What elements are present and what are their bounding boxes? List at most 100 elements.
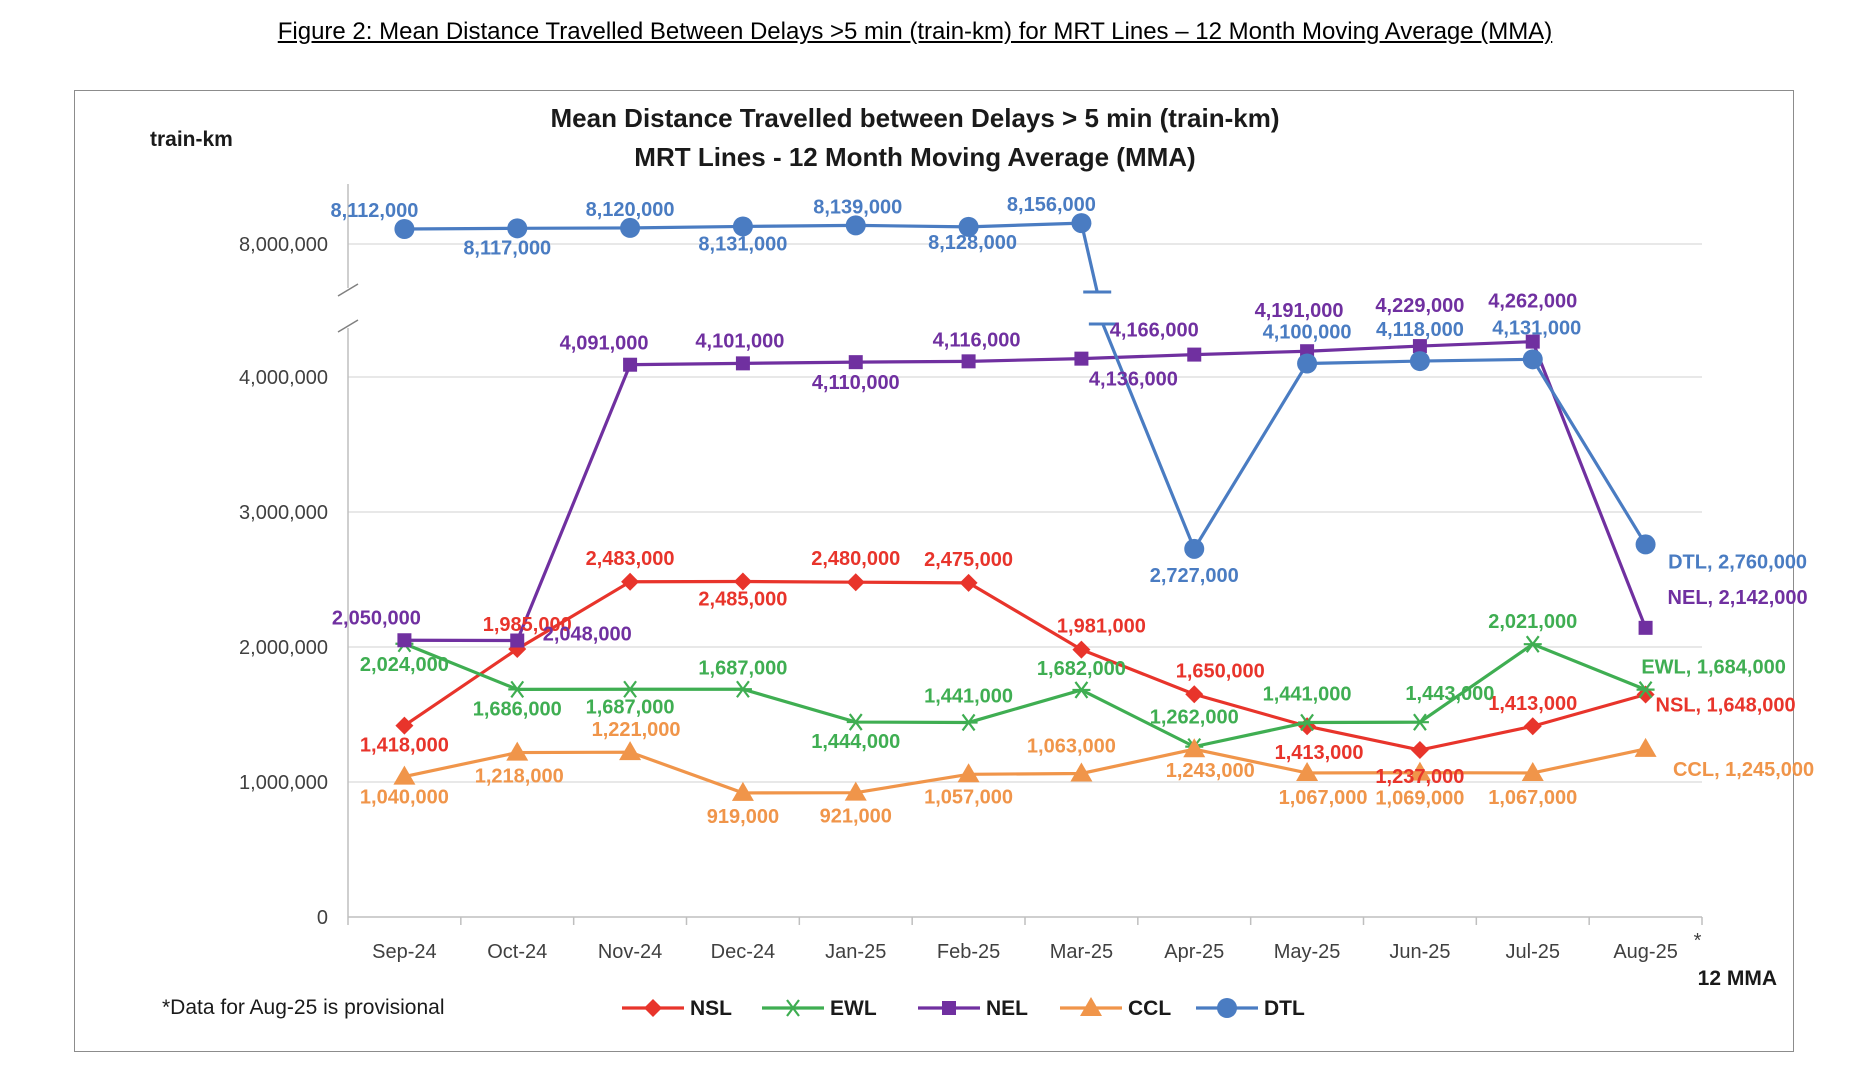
- marker-shape: [506, 741, 529, 761]
- data-label-nel-may-25: 4,191,000: [1255, 300, 1344, 322]
- marker-shape: [623, 357, 638, 372]
- marker-shape: [1525, 334, 1540, 349]
- chart-frame: [74, 90, 1794, 1052]
- marker-shape: [731, 781, 754, 801]
- data-label-ewl-apr-25: 1,262,000: [1150, 707, 1239, 729]
- data-point-ewl-jun-25: [1410, 713, 1429, 731]
- legend-marker-ewl: [784, 999, 802, 1017]
- data-label-ewl-feb-25: 1,441,000: [924, 685, 1013, 707]
- y-tick-label: 1,000,000: [239, 772, 328, 794]
- marker-shape: [958, 216, 979, 237]
- chart-title: Mean Distance Travelled between Delays >…: [551, 103, 1280, 133]
- data-point-dtl-sep-24: [394, 218, 415, 239]
- data-label-nel-feb-25: 4,116,000: [933, 329, 1021, 351]
- marker-shape: [845, 215, 866, 236]
- marker-shape: [620, 217, 641, 238]
- data-point-nel-feb-25: [961, 354, 976, 369]
- marker-shape: [959, 713, 978, 732]
- data-label-ccl-oct-24: 1,218,000: [475, 766, 564, 788]
- marker-shape: [846, 713, 865, 731]
- marker-shape: [619, 741, 642, 761]
- data-point-ccl-jul-25: [1521, 761, 1544, 781]
- y-axis-unit: train-km: [150, 128, 233, 151]
- data-label-nsl-mar-25: 1,981,000: [1057, 616, 1146, 638]
- data-label-dtl-jul-25: 4,131,000: [1492, 317, 1581, 339]
- data-label-nel-oct-24: 2,048,000: [543, 624, 632, 646]
- data-point-nel-apr-25: [1187, 347, 1202, 362]
- x-tick-label-dec-24: Dec-24: [711, 941, 775, 963]
- data-label-dtl-aug-25: DTL, 2,760,000: [1668, 551, 1807, 573]
- data-label-nsl-oct-24: 1,985,000: [483, 614, 572, 636]
- x-tick-label-jul-25: Jul-25: [1506, 941, 1560, 963]
- data-point-nsl-jun-25: [1410, 741, 1429, 760]
- data-label-ccl-jul-25: 1,067,000: [1488, 787, 1577, 809]
- series-line-dtl: [1079, 222, 1099, 293]
- data-label-ewl-mar-25: 1,682,000: [1037, 658, 1126, 680]
- data-label-nel-jan-25: 4,110,000: [812, 372, 900, 394]
- legend-marker-ccl: [1080, 997, 1102, 1016]
- marker-shape: [942, 1001, 956, 1015]
- data-point-dtl-aug-25: [1635, 534, 1656, 555]
- x-tick-label-jun-25: Jun-25: [1389, 941, 1450, 963]
- data-point-ewl-dec-24: [733, 680, 752, 698]
- marker-shape: [1183, 738, 1206, 758]
- marker-shape: [1635, 534, 1656, 555]
- marker-shape: [644, 999, 662, 1017]
- data-point-dtl-oct-24: [507, 218, 528, 239]
- footnote: *Data for Aug-25 is provisional: [162, 996, 445, 1019]
- data-label-ccl-dec-24: 919,000: [707, 806, 779, 828]
- x-tick-label-may-25: May-25: [1274, 941, 1341, 963]
- data-point-ccl-sep-24: [393, 765, 416, 785]
- series-line-nel: [404, 339, 1648, 643]
- data-label-ewl-oct-24: 1,686,000: [473, 698, 562, 720]
- data-label-ccl-jan-25: 921,000: [820, 806, 892, 828]
- data-label-ccl-feb-25: 1,057,000: [924, 786, 1013, 808]
- data-label-dtl-feb-25: 8,128,000: [928, 232, 1017, 254]
- data-label-nsl-jun-25: 1,237,000: [1375, 766, 1464, 788]
- data-point-nsl-dec-24: [733, 572, 752, 591]
- series-line-nsl: [403, 579, 1647, 752]
- legend-label-ccl: CCL: [1128, 997, 1171, 1020]
- marker-shape: [397, 633, 412, 648]
- data-point-nel-jan-25: [848, 355, 863, 370]
- data-point-ewl-may-25: [1298, 713, 1317, 732]
- marker-shape: [394, 218, 415, 239]
- x-tick-label-nov-24: Nov-24: [598, 941, 662, 963]
- data-label-ewl-dec-24: 1,687,000: [698, 657, 787, 679]
- figure-caption: Figure 2: Mean Distance Travelled Betwee…: [277, 18, 1553, 45]
- data-point-nel-jun-25: [1412, 339, 1427, 354]
- data-point-dtl-feb-25: [958, 216, 979, 237]
- x-tick-label-jan-25: Jan-25: [825, 941, 886, 963]
- data-label-ccl-sep-24: 1,040,000: [360, 787, 449, 809]
- data-label-nsl-jan-25: 2,480,000: [811, 548, 900, 570]
- marker-shape: [393, 765, 416, 785]
- marker-shape: [1412, 339, 1427, 354]
- marker-shape: [1080, 997, 1102, 1016]
- legend-label-dtl: DTL: [1264, 997, 1305, 1020]
- data-label-dtl-may-25: 4,100,000: [1263, 322, 1352, 344]
- data-point-ewl-oct-24: [508, 680, 527, 699]
- data-point-dtl-mar-25: [1071, 213, 1092, 234]
- axis-break-mark: [337, 283, 359, 297]
- data-point-ewl-mar-25: [1072, 681, 1091, 699]
- data-label-ewl-sep-24: 2,024,000: [360, 654, 449, 676]
- y-tick-label: 8,000,000: [239, 234, 328, 256]
- marker-shape: [1410, 713, 1429, 731]
- data-label-nel-nov-24: 4,091,000: [560, 333, 649, 355]
- data-label-nel-sep-24: 2,050,000: [332, 607, 421, 629]
- data-point-ccl-may-25: [1296, 761, 1319, 781]
- data-label-nsl-dec-24: 2,485,000: [698, 589, 787, 611]
- marker-shape: [1217, 998, 1237, 1018]
- marker-shape: [1410, 741, 1429, 760]
- x-tick-label-aug-25: Aug-25: [1613, 941, 1678, 963]
- marker-shape: [848, 355, 863, 370]
- marker-shape: [844, 781, 867, 801]
- data-point-ewl-jan-25: [846, 713, 865, 731]
- y-tick-label: 2,000,000: [239, 637, 328, 659]
- y-tick-label: 4,000,000: [239, 367, 328, 389]
- x-tick-label-sep-24: Sep-24: [372, 941, 437, 963]
- data-point-nsl-jan-25: [846, 573, 865, 592]
- data-label-nel-jun-25: 4,229,000: [1375, 295, 1464, 317]
- data-label-nel-aug-25: NEL, 2,142,000: [1668, 587, 1808, 609]
- marker-shape: [1298, 717, 1317, 736]
